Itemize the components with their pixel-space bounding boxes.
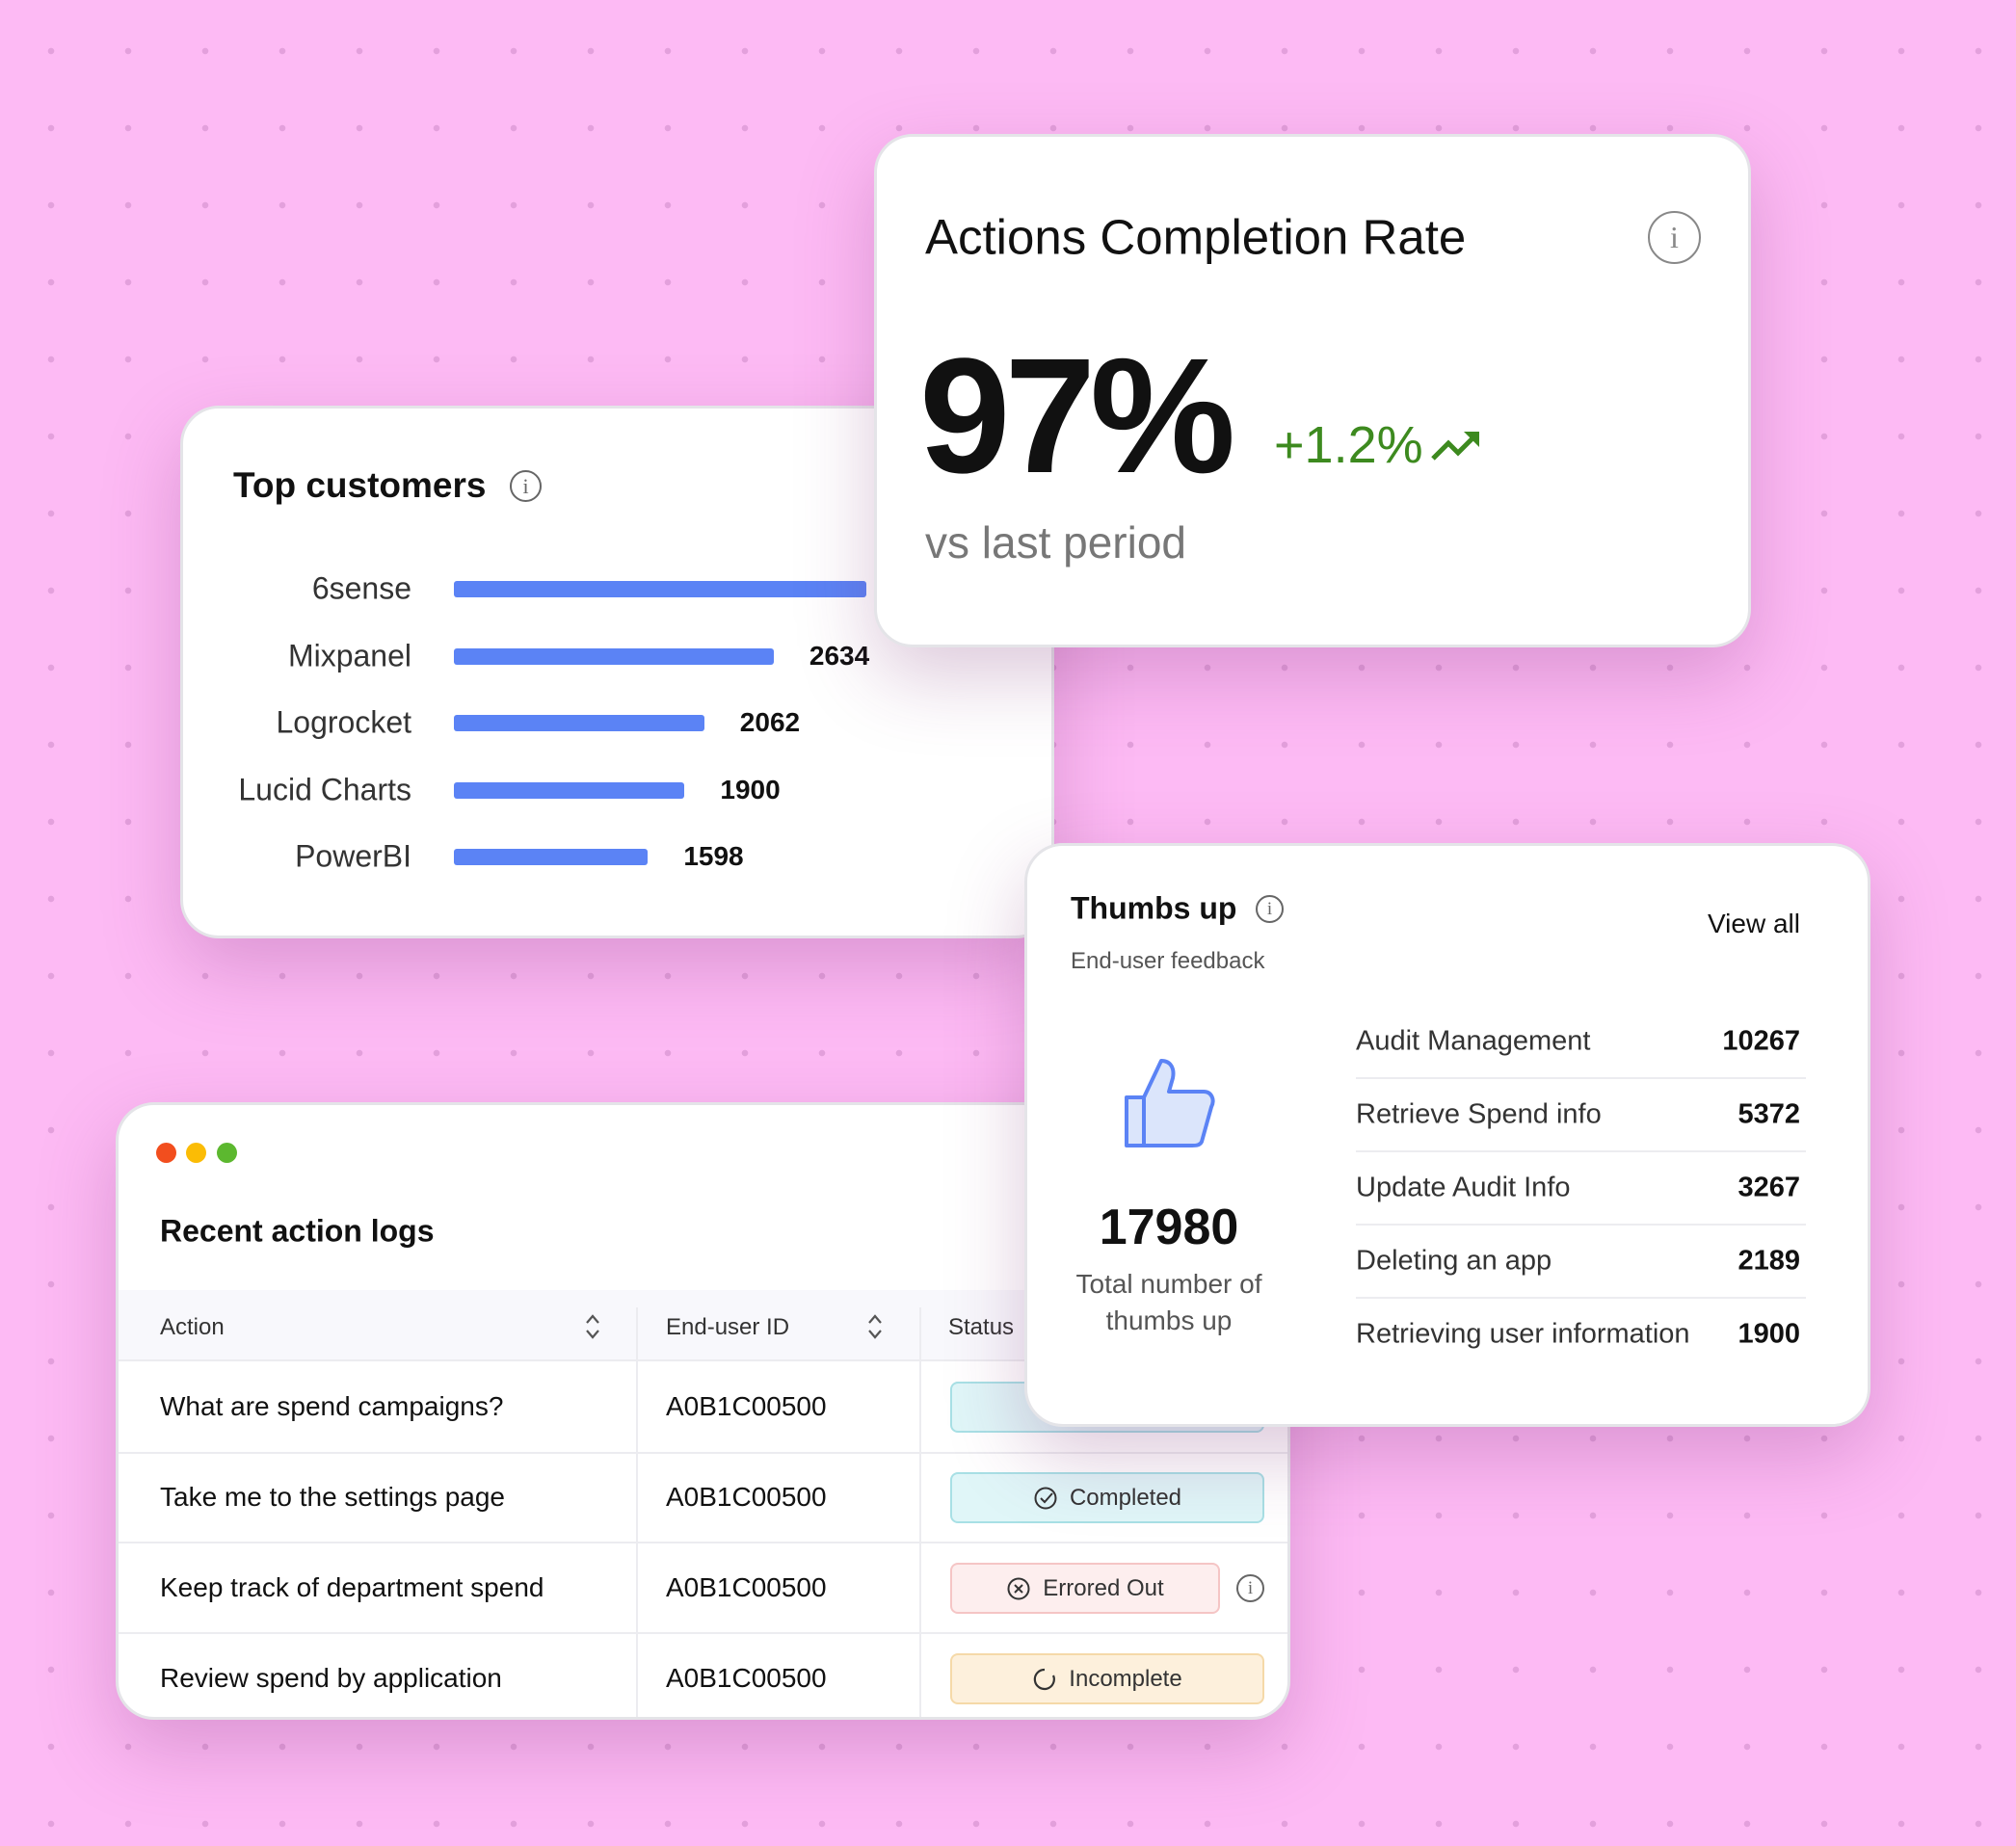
action-cell: What are spend campaigns? — [160, 1391, 504, 1421]
bar — [454, 581, 867, 597]
thumbs-up-icon — [1125, 1059, 1215, 1147]
item-divider — [1356, 1150, 1806, 1152]
user-id-cell: A0B1C00500 — [666, 1482, 827, 1512]
item-divider — [1356, 1077, 1806, 1079]
subtitle: End-user feedback — [1071, 948, 1265, 974]
item-count: 5372 — [1737, 1098, 1800, 1130]
item-divider — [1356, 1224, 1806, 1226]
item-count: 1900 — [1737, 1318, 1800, 1350]
bar — [454, 647, 774, 665]
bar — [454, 849, 649, 865]
thumbs-card: Thumbs up i End-user feedback View all 1… — [1024, 843, 1870, 1427]
item-name: Deleting an app — [1356, 1245, 1552, 1277]
item-divider — [1356, 1297, 1806, 1299]
customer-label: Logrocket — [276, 704, 411, 740]
info-icon[interactable]: i — [1256, 895, 1284, 923]
error-icon — [1007, 1577, 1030, 1599]
column-header: Status — [948, 1314, 1015, 1340]
user-id-cell: A0B1C00500 — [666, 1391, 827, 1421]
item-count: 3267 — [1737, 1172, 1800, 1203]
customer-label: 6sense — [311, 570, 411, 606]
item-count: 10267 — [1722, 1025, 1800, 1057]
user-id-cell: A0B1C00500 — [666, 1663, 827, 1693]
completion-card: Actions Completion Rate i 97% +1.2% vs l… — [874, 134, 1751, 647]
status-badge: Errored Out — [950, 1563, 1220, 1614]
row-divider — [119, 1452, 1287, 1454]
column-divider — [636, 1307, 638, 1717]
completion-value: 97% — [919, 325, 1235, 508]
sort-icon[interactable] — [866, 1312, 884, 1341]
info-icon[interactable]: i — [1648, 211, 1701, 264]
column-header: End-user ID — [666, 1314, 790, 1340]
item-count: 2189 — [1737, 1245, 1800, 1277]
row-divider — [119, 1632, 1287, 1634]
window-dot — [156, 1143, 176, 1163]
customer-label: Mixpanel — [287, 638, 411, 672]
status-badge: Completed — [950, 1472, 1264, 1523]
status-badge: Incomplete — [950, 1653, 1264, 1704]
view-all-link[interactable]: View all — [1708, 909, 1800, 938]
bar-value-label: 1900 — [720, 774, 781, 804]
total-value: 17980 — [1099, 1200, 1239, 1255]
window-dot — [217, 1143, 237, 1163]
status-text: Incomplete — [1069, 1665, 1182, 1692]
bar — [454, 715, 704, 731]
bar-value-label: 1598 — [683, 841, 744, 871]
card-title: Recent action logs — [160, 1213, 435, 1249]
trend-icon — [1431, 432, 1479, 461]
card-title: Thumbs up — [1071, 890, 1237, 926]
action-cell: Keep track of department spend — [160, 1572, 544, 1602]
check-icon — [1034, 1487, 1057, 1509]
item-name: Audit Management — [1356, 1025, 1591, 1057]
bar-value-label: 2634 — [809, 640, 870, 671]
column-header: Action — [160, 1314, 225, 1340]
item-name: Update Audit Info — [1356, 1172, 1571, 1203]
customer-label: PowerBI — [295, 838, 411, 874]
change-value: +1.2% — [1274, 416, 1423, 474]
item-name: Retrieving user information — [1356, 1318, 1690, 1350]
action-cell: Review spend by application — [160, 1663, 502, 1693]
item-name: Retrieve Spend info — [1356, 1098, 1602, 1130]
status-text: Errored Out — [1043, 1574, 1164, 1601]
info-icon[interactable]: i — [510, 470, 542, 502]
customer-label: Lucid Charts — [238, 772, 411, 806]
info-icon[interactable]: i — [1236, 1574, 1264, 1602]
card-title: Top customers — [233, 465, 487, 505]
row-divider — [119, 1542, 1287, 1543]
card-title: Actions Completion Rate — [925, 209, 1467, 265]
status-text: Completed — [1069, 1484, 1182, 1511]
bar — [454, 781, 685, 799]
action-cell: Take me to the settings page — [160, 1482, 505, 1512]
sort-icon[interactable] — [584, 1312, 601, 1341]
spinner-icon — [1034, 1668, 1056, 1690]
window-dot — [186, 1143, 206, 1163]
total-label: Total number of thumbs up — [1075, 1269, 1262, 1335]
caption: vs last period — [925, 517, 1187, 567]
bar-value-label: 2062 — [739, 707, 801, 737]
user-id-cell: A0B1C00500 — [666, 1572, 827, 1602]
column-divider — [919, 1307, 921, 1717]
